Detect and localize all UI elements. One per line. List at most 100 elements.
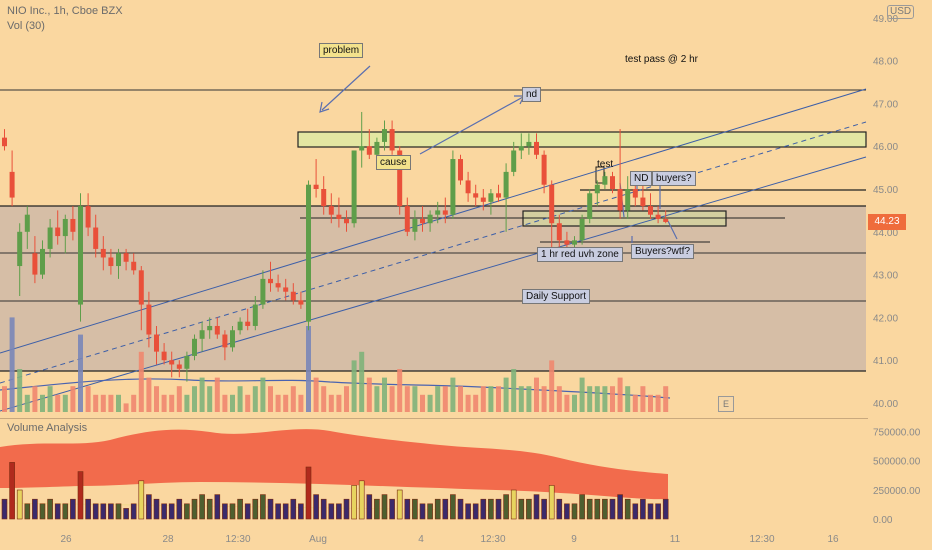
trend-channel [0,88,867,412]
candle-body [572,240,577,245]
candle-body [374,141,380,155]
volume-bar [488,386,494,412]
candle-body [192,338,197,356]
candle-body [62,218,68,237]
candle-body [564,240,570,245]
candle-body [176,364,182,369]
volume-bar [336,394,342,412]
indicator-bar [328,503,335,520]
volume-bar [260,377,266,412]
time-axis: 26 28 12:30 Aug 4 12:30 9 11 12:30 16 [60,534,839,545]
volume-bar [313,377,319,412]
note-nd-top: nd [522,87,542,102]
volume-bar [268,386,273,412]
candle-body [108,257,114,267]
indicator-bar [381,494,388,520]
indicator-bar [275,503,281,520]
time-tick-label: 12:30 [225,534,250,545]
candle-body [427,214,433,224]
volume-label: Vol (30) [7,20,45,32]
volume-bar [625,386,631,412]
indicator-bar [640,498,646,520]
indicator-bar [222,503,228,520]
volume-bar [458,386,463,412]
indicator-bar [662,498,669,520]
candle-body [260,278,266,305]
candle-body [366,146,372,155]
indicator-bar [260,494,266,520]
pane-divider [0,418,868,419]
time-tick-label: 16 [827,534,839,545]
candle-body [488,193,494,202]
indicator-bar [632,503,639,520]
price-tick-label: 42.00 [873,313,898,324]
volume-bar [344,386,349,412]
volume-bar [161,394,167,412]
indicator-bar [526,498,532,520]
arrow-head [319,101,330,113]
candle-body [587,193,593,219]
indicator-bar [24,503,31,520]
indicator-bar [617,494,623,520]
candle-body [313,184,319,189]
indicator-bar [138,480,145,520]
pane-button[interactable]: E [718,396,734,412]
indicator-bar [244,503,251,520]
currency-badge[interactable]: USD [887,5,915,19]
volume-bar [32,386,38,412]
volume-bar [252,386,258,412]
candle-body [268,278,273,284]
indicator-bar [427,503,433,520]
volume-bar [640,386,646,412]
candle-body [298,300,304,305]
volume-bar [146,377,152,412]
indicator-bar [624,498,631,520]
note-nd: ND [630,171,653,186]
candle-body [252,304,258,326]
candle-body [655,214,661,219]
candle-body [47,227,53,249]
indicator-bar [518,498,525,520]
test-box [595,166,605,184]
candle-body [518,146,524,151]
candle-body [283,287,289,292]
volume-bar [420,394,425,412]
volume-bar [24,394,30,412]
indicator-bar [206,498,213,520]
volume-bar [222,394,228,412]
candle-body [146,304,152,335]
indicator-bar [647,503,654,520]
indicator-bar [480,498,487,520]
indicator-axis: 0.00 250000.00 500000.00 750000.00 [873,428,921,527]
price-tick-label: 44.00 [873,228,898,239]
candle-body [420,218,425,224]
indicator-bar [313,494,319,520]
volume-bar [594,386,600,412]
indicator-bar [602,498,608,520]
volume-bar [465,394,471,412]
volume-bar [328,394,334,412]
candle-body [640,197,646,207]
arrow-line [419,96,524,155]
volume-bar [404,386,410,412]
indicator-bar [442,498,449,520]
volume-bar [306,326,311,412]
volume-bar [655,394,661,412]
price-axis: 40.00 41.00 42.00 43.00 44.00 45.00 46.00 47.00… [873,14,898,410]
candle-body [412,218,418,232]
indicator-bar [252,498,259,520]
candle-body [549,184,555,224]
candle-body [435,210,441,215]
candle-body [100,248,106,258]
candle-body [648,206,653,215]
candle-body [496,193,501,198]
indicator-bar [115,503,122,520]
indicator-bar [85,498,91,520]
candle-body [70,218,76,232]
candle-body [480,197,486,202]
indicator-bar [655,503,661,520]
indicator-bar [609,498,616,520]
volume-bar [473,394,479,412]
volume-bar [169,394,175,412]
